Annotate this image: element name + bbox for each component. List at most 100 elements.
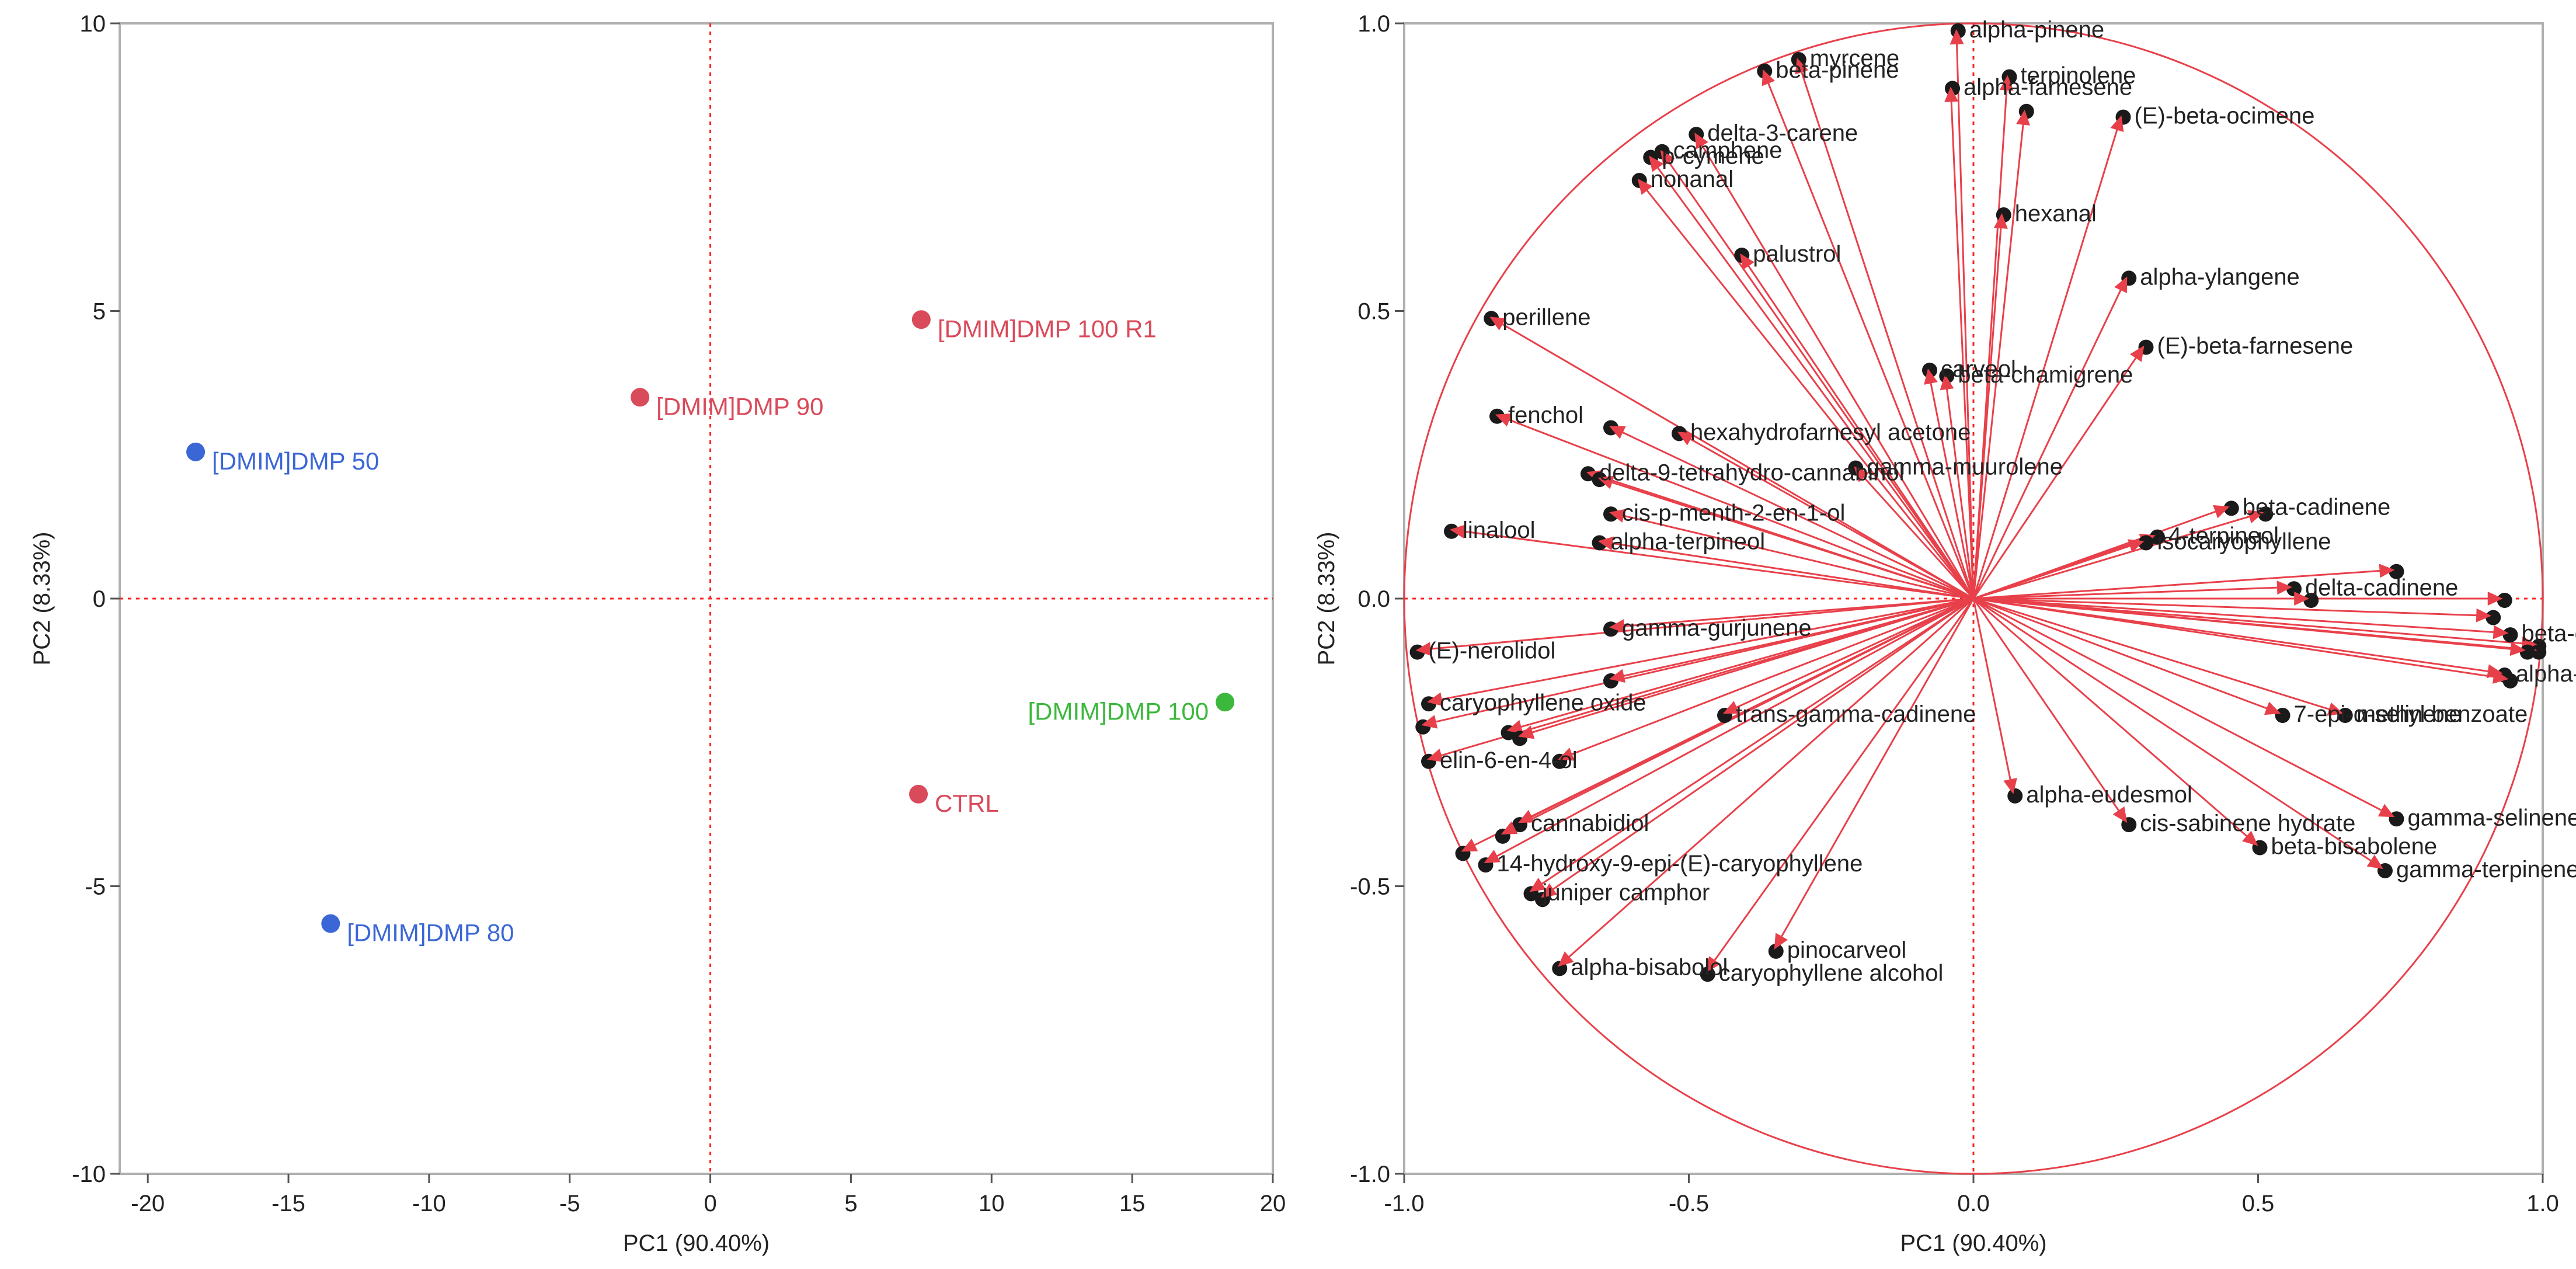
loading-label: elin-6-en-4-ol (1440, 748, 1578, 773)
loading-label: cis-p-menth-2-en-1-ol (1622, 500, 1845, 526)
loading-arrow (1540, 597, 1974, 899)
loading-arrowhead (2213, 505, 2230, 519)
score-plot: -20 -15 -10 -5 0 5 10 15 20 -10 -5 0 5 10 PC1 (90.40%)… (29, 11, 1286, 1256)
loading-arrow (1421, 597, 1974, 726)
loading-arrowhead (1597, 475, 1614, 489)
loading-arrow (1597, 540, 1974, 600)
loading-arrowhead (2476, 608, 2492, 623)
loading-label: delta-3-carene (1707, 120, 1858, 146)
score-point (321, 914, 340, 933)
loading-arrowhead (1501, 821, 1518, 835)
score-point-label: [DMIM]DMP 90 (656, 392, 823, 420)
loading-arrow (1796, 57, 1975, 599)
loading-arrowhead (1705, 956, 1721, 973)
loading-arrowhead (2294, 592, 2310, 606)
loading-arrow (1739, 253, 1975, 599)
loading-point (1939, 368, 1955, 384)
y-tick-label: -5 (85, 874, 106, 900)
loading-label: carveol (1941, 356, 2016, 382)
loading-point (1444, 523, 1459, 539)
y-axis-label: PC2 (8.33%) (1314, 532, 1339, 666)
loading-arrow (1944, 374, 1975, 599)
loading-label: beta-cadinene (2243, 494, 2391, 520)
loading-label: delta-9-tetrahydro-cannabinol (1599, 460, 1905, 485)
loading-arrow (1853, 465, 1975, 600)
loading-label: 4-terpineol (2168, 523, 2279, 549)
loading-arrow (1762, 69, 1975, 599)
loading-arrowhead (1529, 878, 1546, 892)
loading-point (2303, 593, 2319, 608)
loading-arrow (1972, 598, 2128, 823)
score-point (631, 388, 650, 407)
score-point-label: [DMIM]DMP 100 (1028, 697, 1209, 725)
y-tick-label: -0.5 (1350, 874, 1390, 900)
loading-point (2389, 564, 2404, 579)
loading-label: methyl benzoate (2356, 701, 2528, 727)
loading-arrowhead (1854, 466, 1870, 482)
loading-arrowhead (1558, 951, 1574, 967)
loading-label: 14-hydroxy-9-epi-(E)-caryophyllene (1497, 851, 1863, 877)
score-point (911, 310, 931, 329)
loading-arrowhead (1762, 69, 1776, 86)
loading-arrowhead (2487, 592, 2503, 606)
loading-arrowhead (2493, 625, 2509, 639)
loading-arrowhead (1774, 933, 1788, 950)
loading-arrow (1973, 597, 2344, 715)
loading-arrow (1637, 178, 1975, 599)
x-tick-label: 5 (844, 1191, 857, 1216)
loading-label: palustrol (1753, 241, 1841, 267)
loading-arrowhead (1944, 86, 1959, 102)
loading-arrowhead (1637, 178, 1653, 195)
x-tick-label: -5 (559, 1191, 580, 1216)
loading-arrow (1449, 529, 1974, 600)
loading-arrowhead (2110, 115, 2124, 132)
loading-arrow (1973, 597, 2492, 617)
loading-label: gamma-selinene (2408, 805, 2576, 830)
loading-label: alpha-farnesene (1964, 74, 2132, 100)
loading-label: (E)-beta-ocimene (2135, 103, 2315, 129)
loading-arrowhead (1609, 509, 1626, 523)
loading-label: gamma-terpinene (2396, 857, 2576, 882)
loading-point (2007, 788, 2023, 804)
loading-arrow (1609, 511, 1974, 600)
loading-arrowhead (1999, 75, 2014, 91)
loading-point (1581, 466, 1596, 482)
y-tick-label: -10 (72, 1162, 106, 1187)
loading-point (1700, 966, 1715, 982)
loading-arrow (1659, 149, 1975, 599)
loading-plot: -1.0 -0.5 0.0 0.5 1.0 -1.0 -0.5 0.0 0.5 1.0 PC1 (9… (1314, 11, 2576, 1256)
loading-point (1592, 535, 1607, 551)
loading-arrow (1529, 597, 1974, 893)
loading-label: beta-chamigrene (1958, 362, 2133, 388)
loading-arrowhead (1723, 701, 1740, 714)
score-point-label: [DMIM]DMP 80 (347, 919, 514, 947)
loading-point (2286, 581, 2302, 597)
loading-arrow (1426, 597, 1974, 703)
y-tick-label: 0.0 (1357, 586, 1390, 612)
loading-arrowhead (2327, 702, 2344, 716)
loading-point (2502, 627, 2518, 643)
loading-label: perillene (1502, 304, 1590, 330)
loading-point (2223, 500, 2239, 516)
loading-arrowhead (1694, 133, 1708, 150)
loading-arrowhead (1427, 748, 1444, 762)
loading-label: cannabidiol (1531, 811, 1649, 836)
x-tick-label: -1.0 (1384, 1191, 1425, 1216)
loading-point (1791, 52, 1806, 68)
loading-point (2337, 708, 2353, 723)
loading-arrowhead (1461, 839, 1478, 852)
score-point (1216, 693, 1235, 712)
loading-label: (E)-nerolidol (1429, 638, 1556, 664)
loading-point (2531, 644, 2547, 660)
loading-arrowhead (2264, 701, 2281, 715)
loading-arrow (1415, 597, 1974, 652)
loading-arrow (1972, 276, 2128, 599)
loading-point (2258, 506, 2274, 522)
loading-arrowhead (1649, 155, 1664, 172)
x-tick-label: 10 (979, 1191, 1005, 1216)
loading-arrowhead (1609, 619, 1625, 634)
x-tick-label: 15 (1119, 1191, 1146, 1216)
loading-arrow (1973, 597, 2259, 847)
loading-label: linalool (1463, 517, 1536, 543)
